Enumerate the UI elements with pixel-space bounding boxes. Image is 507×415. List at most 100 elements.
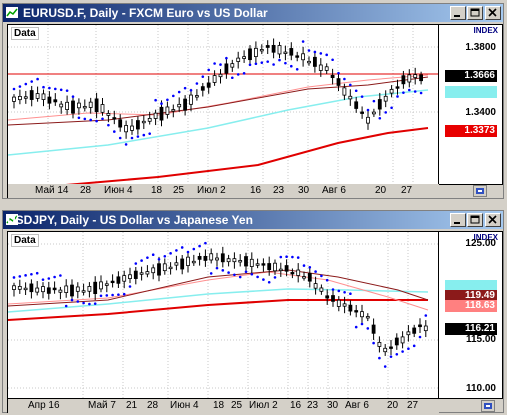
candle-body	[279, 269, 282, 271]
sar-dot	[402, 91, 405, 94]
sar-dot	[239, 276, 242, 279]
candle-body	[239, 260, 242, 262]
sar-dot	[129, 285, 132, 288]
chart-window-eurusd[interactable]: EURUSD.F, Daily - FXCM Euro vs US Dollar…	[2, 3, 504, 199]
sar-dot	[106, 294, 109, 297]
candle-body	[18, 96, 21, 99]
candle-body	[71, 285, 74, 296]
candle-body	[390, 89, 393, 93]
sar-dot	[419, 336, 422, 339]
candle-body	[308, 273, 311, 281]
candle-body	[337, 79, 340, 86]
chart-settings-button[interactable]	[473, 185, 487, 197]
price-axis[interactable]: INDEX 1.3800 1.3400 1.3666 1.3591 1.3373	[439, 24, 503, 185]
candle-body	[88, 286, 91, 291]
window-title: EURUSD.F, Daily - FXCM Euro vs US Dollar	[23, 6, 268, 20]
price-axis[interactable]: INDEX 125.00 115.00 110.00 120.02 119.49…	[439, 231, 503, 399]
sar-dot	[349, 292, 352, 295]
sar-dot	[95, 120, 98, 123]
candle-body	[326, 296, 329, 298]
sar-dot	[88, 303, 91, 306]
price-plot-area[interactable]: Data	[7, 231, 439, 399]
candle-body	[210, 254, 213, 260]
x-tick-label: 25	[231, 400, 242, 411]
price-tag-close: 1.3666	[445, 70, 497, 82]
sar-dot	[331, 58, 334, 61]
maximize-button[interactable]	[467, 6, 483, 20]
sar-dot	[24, 274, 27, 277]
candle-body	[76, 287, 79, 291]
candle-body	[361, 312, 364, 317]
chart-window-usdjpy[interactable]: USDJPY, Daily - US Dollar vs Japanese Ye…	[2, 210, 504, 413]
title-bar[interactable]: USDJPY, Daily - US Dollar vs Japanese Ye…	[3, 211, 503, 229]
candle-body	[260, 49, 263, 51]
candle-body	[140, 273, 143, 275]
sar-dot	[30, 273, 33, 276]
candle-body	[266, 46, 269, 48]
candle-body	[42, 94, 45, 100]
candle-body	[337, 300, 340, 306]
candle-body	[355, 311, 358, 313]
close-button[interactable]	[485, 6, 501, 20]
candle-body	[314, 284, 317, 289]
time-axis[interactable]: Май 14 28 Июн 4 18 25 Июл 2 16 23 30 Авг…	[7, 184, 439, 198]
candle-body	[36, 288, 39, 292]
sar-dot	[231, 76, 234, 79]
sar-dot	[225, 57, 228, 60]
close-icon	[486, 214, 500, 226]
sar-dot	[280, 256, 283, 259]
candle-body	[272, 45, 275, 52]
sar-dot	[172, 95, 175, 98]
x-tick-label: 28	[147, 400, 158, 411]
sar-dot	[284, 62, 287, 65]
sar-dot	[309, 266, 312, 269]
sar-dot	[213, 62, 216, 65]
y-tick-label: 110.00	[466, 383, 496, 394]
maximize-button[interactable]	[467, 213, 483, 227]
ma-red-line	[8, 128, 428, 184]
close-button[interactable]	[485, 213, 501, 227]
sar-dot	[390, 106, 393, 109]
candle-body	[284, 52, 287, 54]
candle-body	[343, 88, 346, 95]
minimize-button[interactable]	[450, 213, 466, 227]
minimize-icon	[451, 7, 465, 19]
sar-dot	[100, 294, 103, 297]
price-plot-area[interactable]: Data	[7, 24, 439, 185]
candle-body	[148, 118, 151, 121]
candle-body	[225, 64, 228, 73]
candle-body	[343, 304, 346, 306]
sar-dot	[355, 89, 358, 92]
time-axis[interactable]: Апр 16 Май 7 21 28 Июн 4 18 25 Июл 2 16 …	[7, 399, 439, 413]
candle-body	[65, 286, 68, 293]
chart-settings-button[interactable]	[481, 400, 495, 412]
sar-dot	[146, 256, 149, 259]
candle-body	[243, 57, 246, 59]
title-bar[interactable]: EURUSD.F, Daily - FXCM Euro vs US Dollar	[3, 4, 503, 22]
price-tag-ma-cyan: 1.3591	[445, 86, 497, 98]
sar-dot	[272, 63, 275, 66]
ma-pink-line	[8, 75, 428, 120]
sar-dot	[154, 99, 157, 102]
candle-body	[233, 259, 236, 262]
x-tick-label: 16	[290, 400, 301, 411]
candle-body	[274, 263, 277, 271]
candle-body	[349, 96, 352, 99]
candle-body	[216, 258, 219, 260]
data-window-label[interactable]: Data	[11, 234, 39, 247]
candle-body	[125, 125, 128, 131]
x-tick-label: Июн 4	[170, 400, 199, 411]
sar-dot	[255, 62, 258, 65]
minimize-button[interactable]	[450, 6, 466, 20]
sar-dot	[408, 89, 411, 92]
sar-dot	[285, 255, 288, 258]
sar-dot	[48, 277, 51, 280]
candle-body	[24, 288, 27, 290]
candle-body	[290, 48, 293, 55]
data-window-label[interactable]: Data	[11, 27, 39, 40]
sar-dot	[119, 137, 122, 140]
candle-body	[407, 332, 410, 335]
sar-dot	[94, 302, 97, 305]
candle-body	[30, 284, 33, 292]
candle-body	[268, 264, 271, 270]
